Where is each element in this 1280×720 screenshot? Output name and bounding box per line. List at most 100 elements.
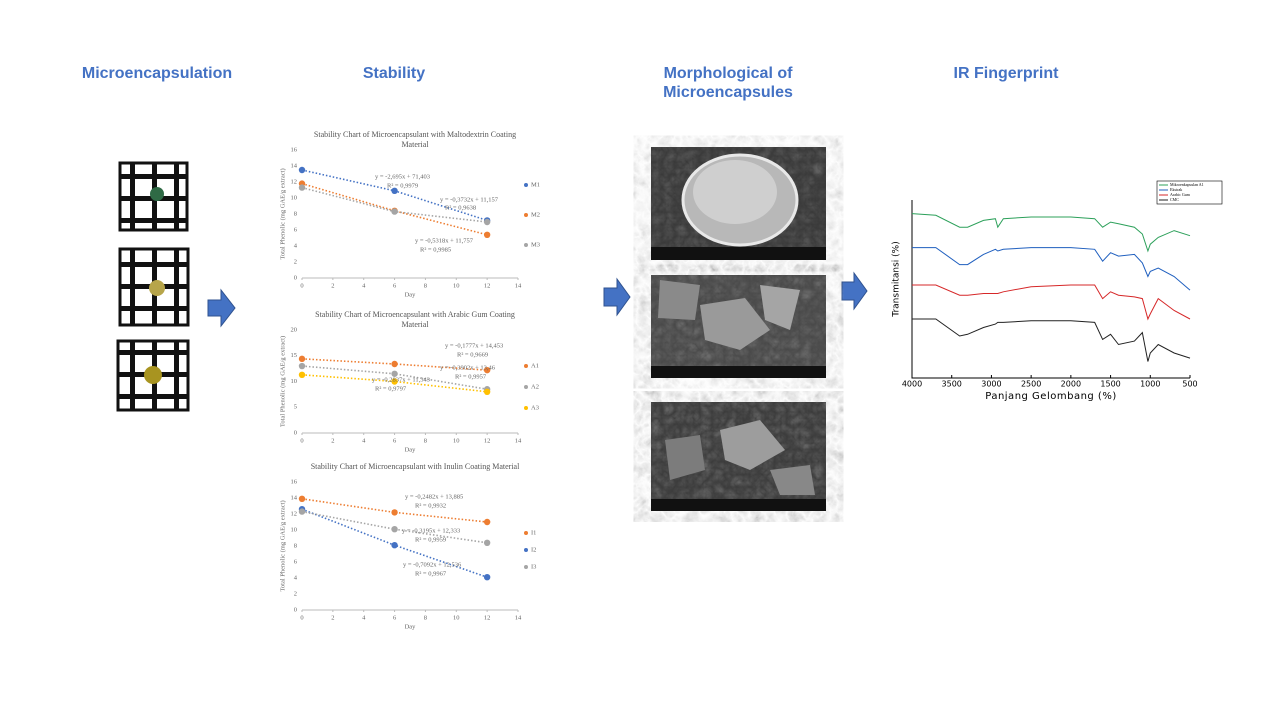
x-tick-label: 10 (453, 437, 460, 444)
data-point (298, 166, 306, 174)
data-point (391, 187, 398, 194)
data-point (391, 526, 398, 533)
data-point (391, 542, 398, 549)
data-point (391, 378, 398, 385)
bead (149, 280, 165, 296)
chart: Stability Chart of Microencapsulant with… (275, 308, 545, 458)
y-tick-label: 5 (294, 404, 297, 411)
arrows (207, 271, 868, 328)
legend-marker (524, 364, 528, 368)
legend-marker (524, 548, 528, 552)
section-header: Stability (362, 65, 426, 82)
x-tick-label: 14 (515, 282, 522, 289)
legend-label: I2 (531, 546, 536, 553)
x-tick-label: 2500 (1021, 380, 1041, 389)
trend-line (301, 358, 488, 371)
data-point (483, 218, 491, 226)
annotation: R² = 0,9669 (457, 351, 488, 358)
y-tick-label: 10 (291, 194, 298, 201)
x-tick-label: 2000 (1061, 380, 1081, 389)
x-tick-label: 500 (1182, 380, 1197, 389)
data-point (298, 508, 306, 515)
y-axis-label: Transmitansi (%) (892, 241, 902, 317)
legend-label: Mikroenkapsulan A1 (1170, 182, 1204, 187)
data-point (483, 539, 491, 546)
y-tick-label: 12 (291, 178, 298, 185)
annotation: y = -0,2837x + 11,343 (372, 376, 430, 383)
x-tick-label: 10 (453, 614, 460, 621)
data-point (483, 366, 491, 374)
bead (150, 187, 164, 201)
sem-image (651, 147, 826, 260)
y-tick-label: 16 (291, 146, 298, 153)
legend-label: A1 (531, 362, 539, 369)
chart: Stability Chart of Microencapsulant with… (275, 128, 545, 303)
annotation: R² = 0,9797 (375, 385, 407, 392)
legend-label: A3 (531, 404, 539, 411)
chart: Stability Chart of Microencapsulant with… (275, 460, 545, 635)
x-tick-label: 1000 (1140, 380, 1160, 389)
y-axis-label: Total Phenolic (mg GAE/g extract) (279, 336, 286, 427)
data-point (483, 574, 491, 581)
x-tick-label: 8 (424, 282, 427, 289)
data-point (391, 208, 398, 215)
y-tick-label: 10 (291, 526, 298, 533)
bead (144, 366, 162, 384)
x-tick-label: 14 (515, 614, 522, 621)
section-header: Microencapsulation (81, 65, 233, 82)
annotation: y = -0,2482x + 13,885 (405, 493, 463, 500)
y-tick-label: 20 (291, 326, 298, 333)
x-axis-label: Day (405, 623, 417, 630)
spectrum-line (912, 284, 1191, 321)
spectrum-line (911, 213, 1191, 253)
y-tick-label: 12 (291, 510, 298, 517)
legend-label: Arabic Gum (1170, 192, 1191, 197)
data-point (298, 355, 306, 363)
section-header: Morphological of Microencapsules (663, 65, 793, 101)
chart-title: Stability Chart of Microencapsulant with… (310, 462, 520, 471)
legend-label: I1 (531, 529, 536, 536)
legend-label: Ekstrak (1170, 187, 1182, 192)
legend-label: A2 (531, 383, 539, 390)
legend-label: M1 (531, 181, 540, 188)
y-tick-label: 6 (294, 558, 298, 565)
legend-label: CMC (1170, 197, 1179, 202)
annotation: R² = 0,9967 (415, 570, 447, 577)
legend-label: I3 (531, 563, 536, 570)
y-axis-label: Total Phenolic (mg GAE/g extract) (279, 168, 286, 259)
x-tick-label: 14 (515, 437, 522, 444)
data-point (298, 371, 306, 379)
x-tick-label: 2 (331, 437, 334, 444)
y-tick-label: 0 (294, 606, 297, 613)
annotation: y = -0,1777x + 14,453 (445, 342, 503, 349)
y-tick-label: 2 (294, 590, 297, 597)
x-tick-label: 0 (300, 282, 303, 289)
legend-box (1156, 180, 1223, 205)
data-point (298, 495, 306, 502)
x-tick-label: 4 (362, 437, 366, 444)
y-tick-label: 4 (294, 574, 298, 581)
annotation: y = -0,3902x + 13,46 (440, 364, 496, 371)
trend-line (301, 182, 488, 236)
data-point (391, 509, 398, 516)
legend-marker (524, 406, 528, 410)
legend-marker (524, 243, 528, 247)
y-tick-label: 16 (291, 478, 298, 485)
annotation: y = -0,3732x + 11,157 (440, 196, 499, 203)
y-tick-label: 10 (291, 378, 298, 385)
legend-marker (524, 183, 528, 187)
y-axis-label: Total Phenolic (mg GAE/g extract) (279, 500, 286, 591)
x-tick-label: 12 (484, 437, 491, 444)
legend-marker (524, 213, 528, 217)
spectrum-line (912, 247, 1191, 291)
y-tick-label: 0 (294, 429, 297, 436)
chart: 4000 3500 3000 2500 2000 1500 1000 500 Panjang G… (892, 180, 1223, 402)
legend-label: M2 (531, 211, 540, 218)
data-point (483, 518, 491, 526)
plot: 0 2 4 6 8 10 12 14 16 0 2 4 6 8 10 12 14 Day Total Phenoli… (279, 478, 536, 630)
sem-image (651, 402, 826, 511)
x-tick-label: 6 (393, 282, 397, 289)
x-tick-label: 6 (393, 437, 397, 444)
x-tick-label: 1500 (1100, 380, 1120, 389)
